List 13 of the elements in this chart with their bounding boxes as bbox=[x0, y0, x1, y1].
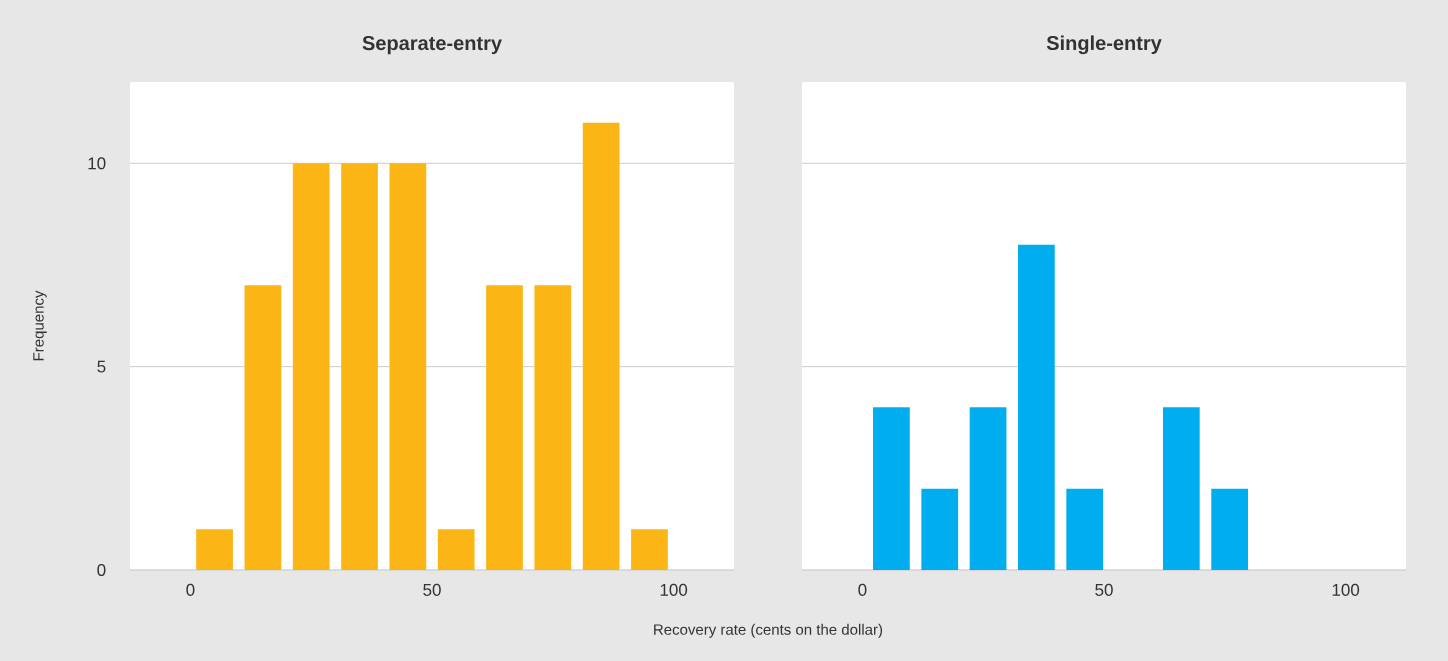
x-tick-label: 100 bbox=[660, 583, 688, 596]
x-tick-label: 100 bbox=[1332, 583, 1360, 596]
chart-title: Separate-entry bbox=[362, 36, 502, 55]
y-tick-label: 10 bbox=[88, 157, 106, 170]
chart-title: Single-entry bbox=[1046, 35, 1162, 55]
y-axis-title: Frequency bbox=[33, 290, 47, 361]
x-tick-label: 50 bbox=[1095, 583, 1113, 596]
x-tick-label: 0 bbox=[858, 583, 867, 596]
y-tick-label: 5 bbox=[97, 360, 106, 373]
y-tick-label: 0 bbox=[97, 563, 106, 577]
x-axis-title: Recovery rate (cents on the dollar) bbox=[654, 623, 883, 638]
x-tick-label: 0 bbox=[186, 583, 195, 596]
x-tick-label: 50 bbox=[423, 583, 441, 596]
